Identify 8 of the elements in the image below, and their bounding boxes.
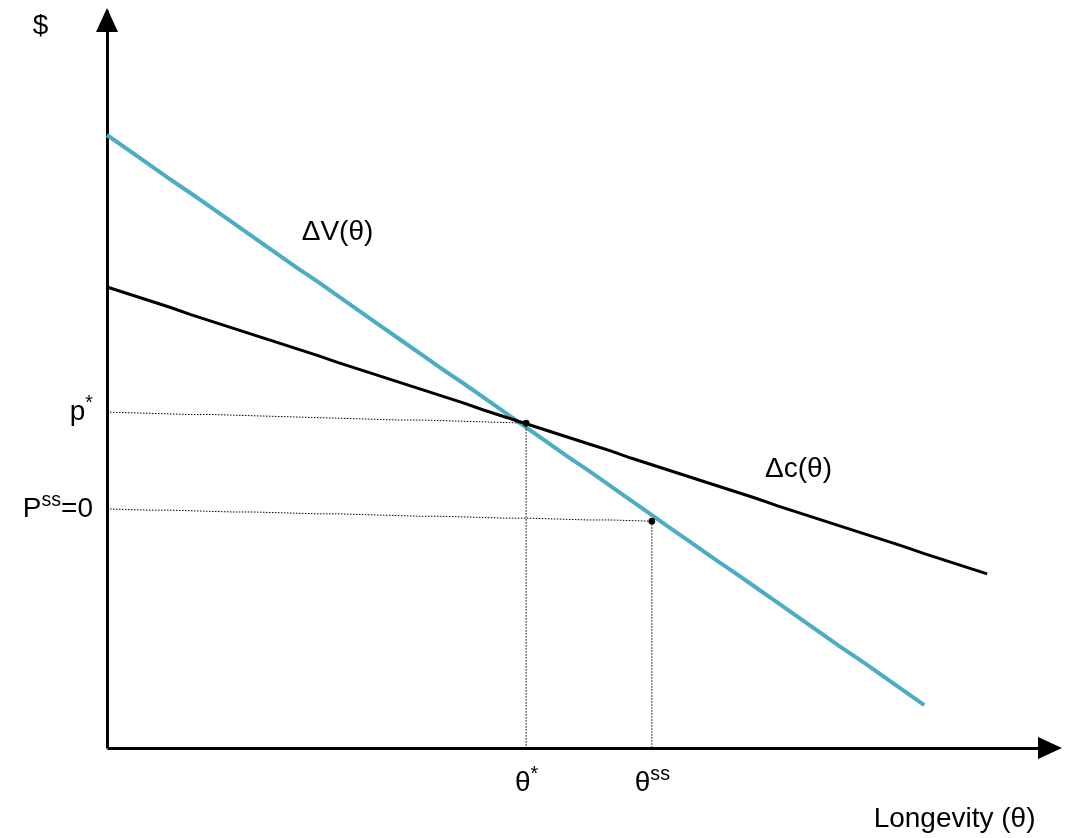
text: p$^{*}$	[69, 391, 94, 427]
text: P$^{ss}$=0	[22, 487, 93, 523]
x-tick-label: θ$^{*}$	[515, 761, 539, 797]
y-axis-title: $	[32, 8, 49, 40]
series-label: Δc(θ)	[765, 451, 832, 483]
series-label: ΔV(θ)	[301, 214, 374, 246]
x-axis-title: Longevity (θ)	[873, 801, 1036, 833]
x-tick-label: θ$^{ss}$	[634, 761, 671, 797]
